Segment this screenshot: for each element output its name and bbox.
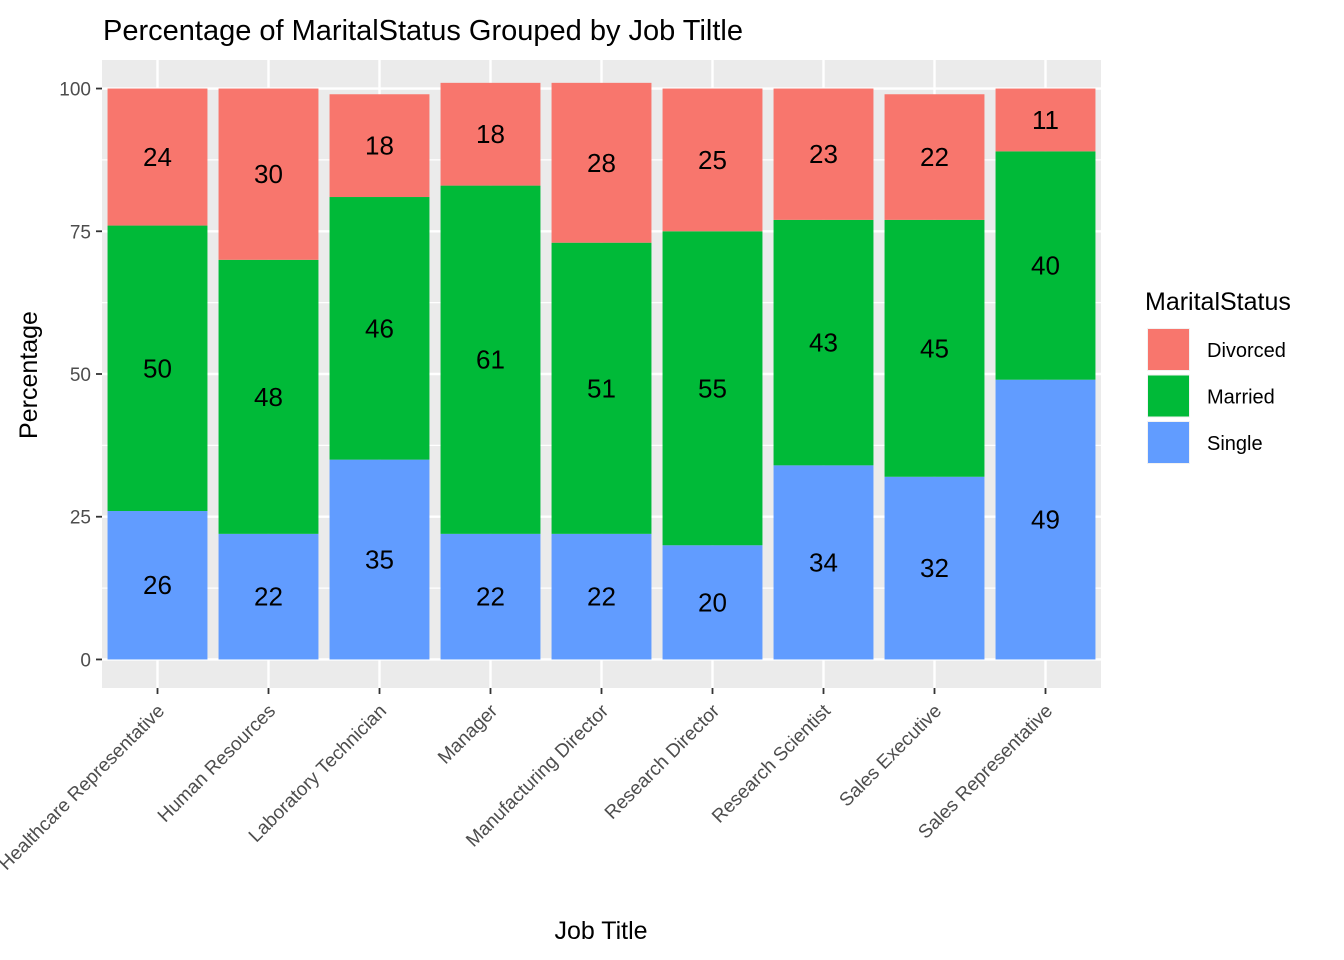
data-label-divorced-human-resources: 30 (254, 159, 283, 189)
data-label-divorced-manager: 18 (476, 119, 505, 149)
bar-married-laboratory-technician (329, 197, 430, 460)
bar-divorced-laboratory-technician (329, 94, 430, 198)
bar-single-sales-executive (884, 476, 985, 660)
data-label-divorced-research-scientist: 23 (809, 139, 838, 169)
data-label-divorced-sales-executive: 22 (920, 142, 949, 172)
data-label-single-human-resources: 22 (254, 582, 283, 612)
bar-single-sales-representative (995, 379, 1096, 660)
data-label-single-manufacturing-director: 22 (587, 582, 616, 612)
bar-divorced-manufacturing-director (551, 82, 652, 243)
bar-single-healthcare-representative (107, 511, 208, 660)
legend-title: MaritalStatus (1145, 288, 1291, 316)
legend-swatch-married (1148, 375, 1189, 417)
legend-label-married: Married (1207, 387, 1275, 409)
legend-label-divorced: Divorced (1207, 340, 1286, 362)
data-label-divorced-sales-representative: 11 (1032, 105, 1059, 135)
data-label-divorced-research-director: 25 (698, 145, 727, 175)
data-label-married-laboratory-technician: 46 (365, 313, 394, 343)
data-label-divorced-laboratory-technician: 18 (365, 131, 394, 161)
bar-single-manager (440, 533, 541, 660)
data-label-divorced-healthcare-representative: 24 (143, 142, 172, 172)
bar-married-human-resources (218, 259, 319, 534)
bar-divorced-human-resources (218, 88, 319, 260)
y-tick-label: 100 (59, 80, 91, 101)
y-tick-label: 50 (70, 365, 91, 386)
data-label-single-sales-representative: 49 (1031, 505, 1060, 535)
data-label-married-manager: 61 (476, 345, 505, 375)
bar-single-manufacturing-director (551, 533, 652, 660)
data-label-married-sales-executive: 45 (920, 333, 949, 363)
y-axis: 0 25 50 75 100 (59, 80, 102, 671)
data-label-married-research-scientist: 43 (809, 328, 838, 358)
bar-divorced-sales-representative (995, 88, 1096, 152)
data-label-single-manager: 22 (476, 582, 505, 612)
y-tick-label: 0 (80, 650, 91, 671)
bar-single-human-resources (218, 533, 319, 660)
bar-divorced-manager (440, 82, 541, 186)
chart-title: Percentage of MaritalStatus Grouped by J… (103, 15, 743, 47)
bar-single-research-director (662, 545, 763, 660)
bar-married-manufacturing-director (551, 242, 652, 534)
bar-married-research-director (662, 231, 763, 546)
data-label-married-research-director: 55 (698, 373, 727, 403)
legend-label-single: Single (1207, 433, 1263, 455)
y-tick-label: 75 (70, 222, 91, 243)
data-label-single-sales-executive: 32 (920, 553, 949, 583)
bar-married-sales-representative (995, 151, 1096, 380)
data-label-single-laboratory-technician: 35 (365, 545, 394, 575)
bar-divorced-sales-executive (884, 94, 985, 220)
data-label-married-sales-representative: 40 (1031, 251, 1060, 281)
bar-divorced-healthcare-representative (107, 88, 208, 226)
legend-swatch-divorced (1148, 329, 1189, 370)
bar-married-sales-executive (884, 219, 985, 477)
data-label-married-human-resources: 48 (254, 382, 283, 412)
data-label-single-research-scientist: 34 (809, 547, 838, 577)
legend: MaritalStatus Divorced Married Single (1145, 288, 1291, 464)
bar-divorced-research-director (662, 88, 763, 232)
bar-married-manager (440, 185, 541, 534)
y-tick-label: 25 (70, 508, 91, 529)
bar-divorced-research-scientist (773, 88, 874, 220)
bar-married-research-scientist (773, 219, 874, 466)
bar-married-healthcare-representative (107, 225, 208, 512)
data-label-married-healthcare-representative: 50 (143, 353, 172, 383)
x-axis-title: Job Title (554, 917, 647, 945)
plot-area: 26 50 24 22 48 30 35 46 18 22 61 18 22 51 28 20 55 25 34 43… (102, 60, 1101, 688)
data-label-married-manufacturing-director: 51 (587, 373, 616, 403)
legend-swatch-single (1148, 422, 1189, 463)
data-label-divorced-manufacturing-director: 28 (587, 148, 616, 178)
data-label-single-research-director: 20 (698, 587, 727, 617)
bar-single-laboratory-technician (329, 459, 430, 660)
bar-single-research-scientist (773, 465, 874, 660)
y-axis-title: Percentage (15, 311, 43, 439)
data-label-single-healthcare-representative: 26 (143, 570, 172, 600)
